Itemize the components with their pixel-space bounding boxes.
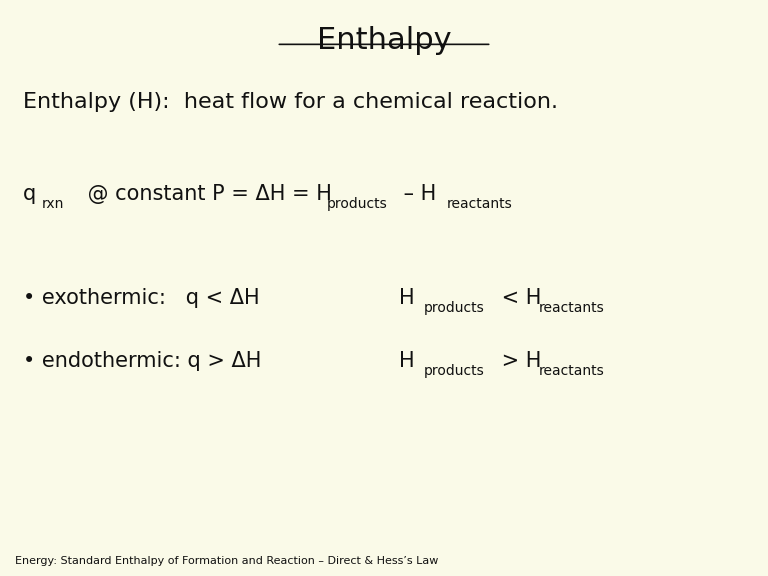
Text: products: products xyxy=(424,364,485,378)
Text: reactants: reactants xyxy=(447,197,513,211)
Text: – H: – H xyxy=(397,184,436,204)
Text: H: H xyxy=(399,288,415,308)
Text: Enthalpy: Enthalpy xyxy=(316,26,452,55)
Text: products: products xyxy=(424,301,485,314)
Text: reactants: reactants xyxy=(539,364,605,378)
Text: products: products xyxy=(326,197,387,211)
Text: Energy: Standard Enthalpy of Formation and Reaction – Direct & Hess’s Law: Energy: Standard Enthalpy of Formation a… xyxy=(15,556,439,566)
Text: reactants: reactants xyxy=(539,301,605,314)
Text: Enthalpy (H):  heat flow for a chemical reaction.: Enthalpy (H): heat flow for a chemical r… xyxy=(23,92,558,112)
Text: • endothermic: q > ΔH: • endothermic: q > ΔH xyxy=(23,351,261,372)
Text: • exothermic:   q < ΔH: • exothermic: q < ΔH xyxy=(23,288,260,308)
Text: @ constant P = ΔH = H: @ constant P = ΔH = H xyxy=(81,184,332,204)
Text: rxn: rxn xyxy=(41,197,64,211)
Text: q: q xyxy=(23,184,36,204)
Text: < H: < H xyxy=(495,288,541,308)
Text: H: H xyxy=(399,351,415,372)
Text: > H: > H xyxy=(495,351,541,372)
